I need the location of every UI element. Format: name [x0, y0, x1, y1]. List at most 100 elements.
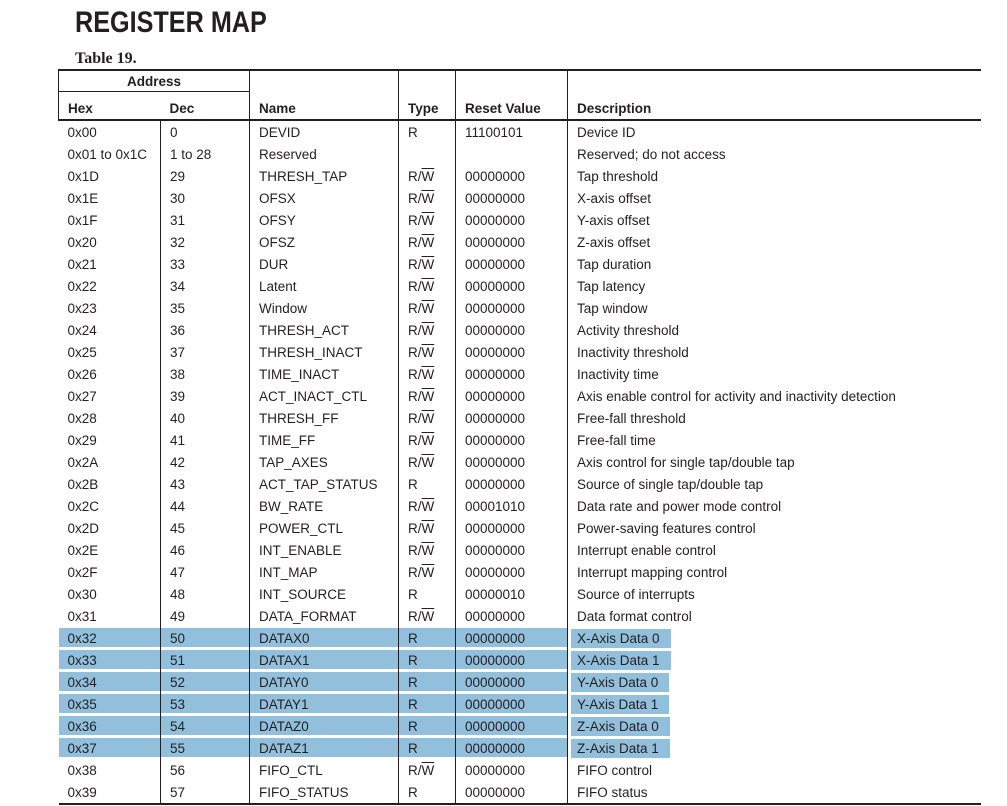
name-cell: INT_ENABLE	[249, 539, 399, 561]
dec-cell: 31	[160, 209, 250, 231]
type-cell: R/W	[398, 253, 456, 275]
reset-cell: 00001010	[455, 495, 568, 517]
table-row: 0x29 41 TIME_FF R/W 00000000 Free-fall time	[59, 429, 981, 451]
name-cell: INT_MAP	[249, 561, 399, 583]
name-cell: DUR	[249, 253, 399, 275]
reset-cell: 00000000	[455, 627, 568, 649]
type-cell: R/W	[398, 451, 456, 473]
reset-cell: 00000000	[455, 429, 568, 451]
type-cell: R/W	[398, 187, 456, 209]
description-text: Tap threshold	[577, 168, 659, 184]
description-text: Inactivity threshold	[577, 344, 689, 360]
name-cell: DATAY1	[249, 693, 399, 715]
dec-cell: 47	[160, 561, 250, 583]
desc-cell: Z-Axis Data 0	[567, 715, 981, 737]
w-overbar: W	[421, 454, 435, 470]
type-cell: R/W	[398, 231, 456, 253]
reset-cell: 00000000	[455, 561, 568, 583]
page-title: REGISTER MAP	[75, 6, 267, 39]
type-cell: R	[398, 715, 456, 737]
table-row: 0x38 56 FIFO_CTL R/W 00000000 FIFO control	[59, 759, 981, 781]
hex-cell: 0x30	[67, 586, 97, 602]
reset-cell: 00000000	[455, 209, 568, 231]
hex-cell: 0x23	[67, 300, 97, 316]
table-row: 0x24 36 THRESH_ACT R/W 00000000 Activity thre…	[59, 319, 981, 341]
name-cell: DATAZ0	[249, 715, 399, 737]
type-column-header: Type	[398, 70, 456, 120]
dec-cell: 30	[160, 187, 250, 209]
reset-cell: 00000000	[455, 187, 568, 209]
desc-cell: Interrupt enable control	[567, 539, 981, 561]
hex-cell: 0x27	[67, 388, 97, 404]
reset-cell: 00000000	[455, 319, 568, 341]
type-cell: R/W	[398, 165, 456, 187]
w-overbar: W	[421, 234, 435, 250]
desc-cell: Interrupt mapping control	[567, 561, 981, 583]
desc-cell: Free-fall time	[567, 429, 981, 451]
type-cell: R/W	[398, 429, 456, 451]
name-cell: DATAX0	[249, 627, 399, 649]
reset-cell: 00000000	[455, 275, 568, 297]
name-cell: Latent	[249, 275, 399, 297]
type-cell: R	[398, 649, 456, 671]
type-cell: R/W	[398, 297, 456, 319]
description-text: Axis enable control for activity and ina…	[577, 388, 896, 404]
w-overbar: W	[421, 432, 435, 448]
hex-cell: 0x1F	[67, 212, 98, 228]
dec-cell: 57	[160, 781, 250, 804]
reset-cell	[455, 143, 568, 165]
name-cell: ACT_TAP_STATUS	[249, 473, 399, 495]
reset-cell: 00000000	[455, 297, 568, 319]
table-row: 0x36 54 DATAZ0 R 00000000 Z-Axis Data 0	[58, 715, 981, 737]
reset-cell: 00000000	[455, 517, 568, 539]
hex-cell: 0x2B	[67, 476, 99, 492]
dec-cell: 39	[160, 385, 250, 407]
dec-cell: 44	[160, 495, 250, 517]
description-text: FIFO status	[577, 784, 648, 800]
type-cell: R/W	[398, 539, 456, 561]
description-text: Interrupt mapping control	[577, 564, 728, 580]
table-caption: Table 19.	[75, 50, 137, 67]
reset-cell: 00000000	[455, 253, 568, 275]
w-overbar: W	[421, 564, 435, 580]
name-cell: Reserved	[249, 143, 399, 165]
hex-cell: 0x31	[67, 608, 97, 624]
name-cell: DATAY0	[249, 671, 399, 693]
description-text: Tap window	[577, 300, 648, 316]
register-table-body: 0x00 0 DEVID R 11100101 Device ID 0x01 to 0x1C…	[58, 120, 981, 804]
name-cell: THRESH_INACT	[249, 341, 399, 363]
description-text: Inactivity time	[577, 366, 659, 382]
w-overbar: W	[421, 190, 435, 206]
desc-cell: Z-axis offset	[567, 231, 981, 253]
w-overbar: W	[421, 212, 435, 228]
table-row: 0x2D 45 POWER_CTL R/W 00000000 Power-saving f…	[59, 517, 981, 539]
w-overbar: W	[421, 498, 435, 514]
dec-cell: 43	[160, 473, 250, 495]
reset-cell: 00000000	[455, 737, 568, 759]
type-cell: R	[398, 583, 456, 605]
name-cell: DATAZ1	[249, 737, 399, 759]
w-overbar: W	[421, 608, 435, 624]
description-text: Source of single tap/double tap	[577, 476, 764, 492]
hex-cell: 0x33	[58, 649, 161, 671]
dec-cell: 53	[160, 693, 250, 715]
description-text: Z-Axis Data 1	[571, 738, 670, 758]
desc-cell: Data rate and power mode control	[567, 495, 981, 517]
description-text: X-Axis Data 0	[571, 628, 671, 648]
dec-cell: 45	[160, 517, 250, 539]
description-text: Axis control for single tap/double tap	[577, 454, 795, 470]
desc-cell: Free-fall threshold	[567, 407, 981, 429]
table-row: 0x20 32 OFSZ R/W 00000000 Z-axis offset	[59, 231, 981, 253]
desc-cell: Z-Axis Data 1	[567, 737, 981, 759]
table-row: 0x34 52 DATAY0 R 00000000 Y-Axis Data 0	[58, 671, 981, 693]
type-cell: R/W	[398, 517, 456, 539]
description-text: Power-saving features control	[577, 520, 756, 536]
type-cell: R	[398, 627, 456, 649]
description-text: Source of interrupts	[577, 586, 695, 602]
desc-cell: Device ID	[567, 120, 981, 143]
dec-cell: 38	[160, 363, 250, 385]
desc-cell: Axis enable control for activity and ina…	[567, 385, 981, 407]
table-header: Address Name Type Reset Value Descriptio…	[58, 70, 981, 121]
name-cell: THRESH_TAP	[249, 165, 399, 187]
table-row: 0x27 39 ACT_INACT_CTL R/W 00000000 Axis enabl…	[59, 385, 981, 407]
